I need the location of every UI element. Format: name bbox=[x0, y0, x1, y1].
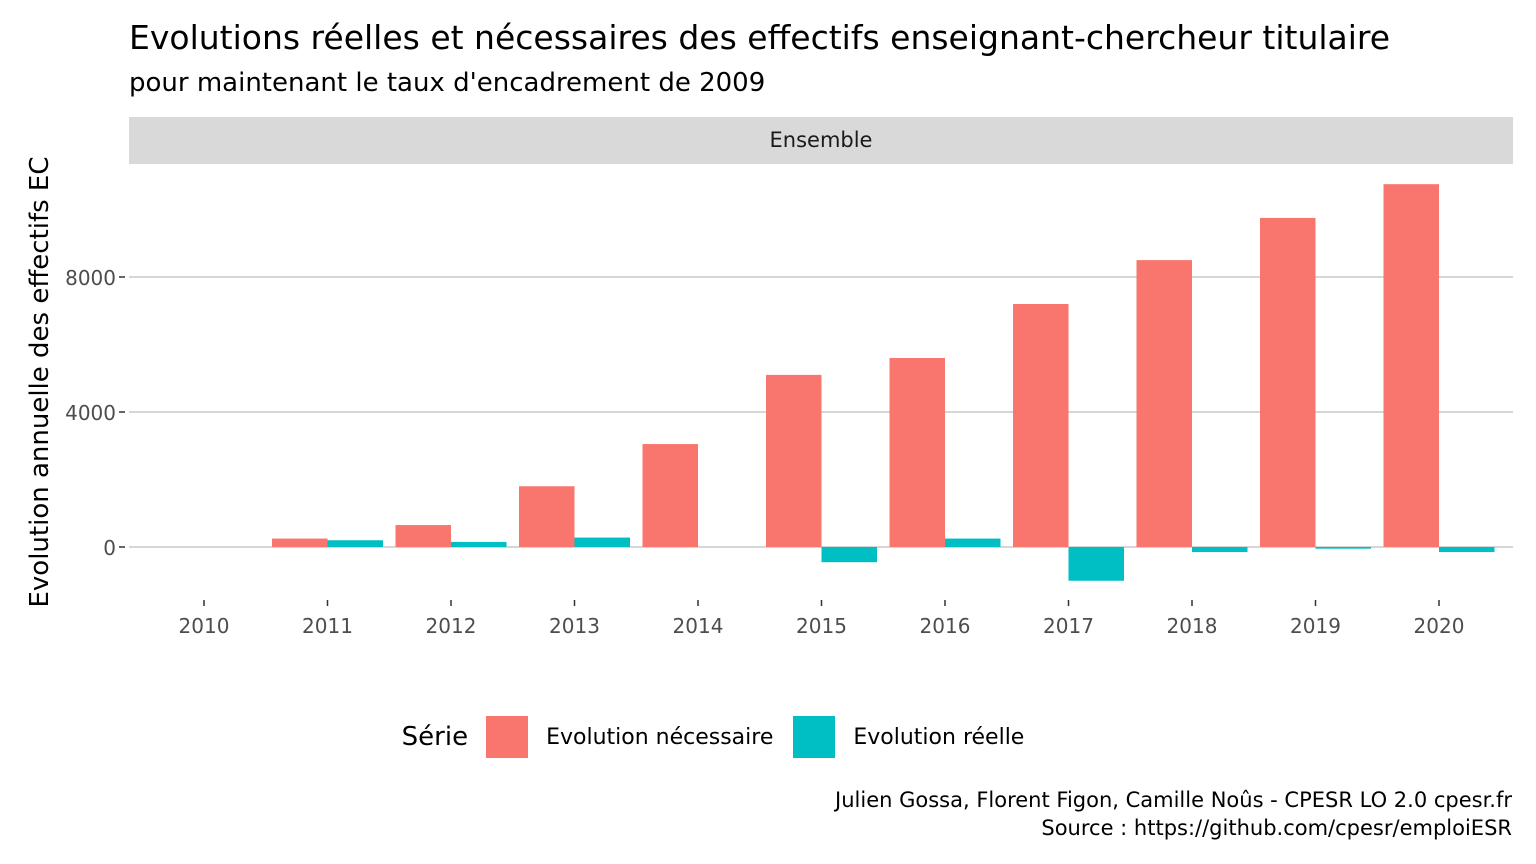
bar-necessaire-2013 bbox=[519, 486, 575, 547]
bar-necessaire-2012 bbox=[395, 525, 451, 547]
x-tick-label-2014: 2014 bbox=[673, 614, 724, 638]
legend-label-necessaire: Evolution nécessaire bbox=[546, 724, 774, 750]
bar-necessaire-2015 bbox=[766, 374, 822, 547]
x-tick-label-2015: 2015 bbox=[796, 614, 847, 638]
bar-reelle-2013 bbox=[574, 537, 630, 547]
bar-reelle-2019 bbox=[1315, 547, 1371, 549]
chart-title: Evolutions réelles et nécessaires des ef… bbox=[129, 18, 1391, 57]
facet-strip: Ensemble bbox=[129, 117, 1513, 164]
bar-necessaire-2018 bbox=[1136, 260, 1192, 547]
bar-necessaire-2019 bbox=[1260, 217, 1316, 547]
caption-source: Source : https://github.com/cpesr/emploi… bbox=[1041, 816, 1512, 840]
legend-item-reelle: Evolution réelle bbox=[793, 716, 1024, 758]
legend-label-reelle: Evolution réelle bbox=[853, 724, 1025, 750]
bar-reelle-2015 bbox=[821, 547, 877, 563]
bar-reelle-2016 bbox=[945, 538, 1001, 547]
x-tick-label-2012: 2012 bbox=[426, 614, 477, 638]
legend-item-necessaire: Evolution nécessaire bbox=[486, 716, 773, 758]
bar-reelle-2018 bbox=[1192, 547, 1248, 553]
bar-reelle-2017 bbox=[1068, 547, 1124, 581]
x-tick-label-2013: 2013 bbox=[549, 614, 600, 638]
y-tick-label: 0 bbox=[103, 536, 116, 560]
caption: Julien Gossa, Florent Figon, Camille Noû… bbox=[835, 786, 1512, 842]
y-tick-label: 4000 bbox=[65, 401, 116, 425]
chart-subtitle: pour maintenant le taux d'encadrement de… bbox=[129, 68, 766, 98]
x-tick-label-2010: 2010 bbox=[179, 614, 230, 638]
caption-authors: Julien Gossa, Florent Figon, Camille Noû… bbox=[835, 788, 1512, 812]
facet-label: Ensemble bbox=[769, 128, 873, 152]
x-tick-label-2017: 2017 bbox=[1043, 614, 1094, 638]
x-tick-label-2011: 2011 bbox=[302, 614, 353, 638]
y-tick-label: 8000 bbox=[65, 266, 116, 290]
bar-reelle-2012 bbox=[451, 541, 507, 547]
bar-necessaire-2020 bbox=[1383, 184, 1439, 547]
x-tick-label-2019: 2019 bbox=[1290, 614, 1341, 638]
legend-title: Série bbox=[401, 722, 469, 752]
bar-reelle-2011 bbox=[327, 540, 383, 547]
legend-key-necessaire bbox=[486, 716, 529, 758]
legend: Série Evolution nécessaire Evolution rée… bbox=[0, 712, 1536, 762]
x-tick-label-2016: 2016 bbox=[920, 614, 971, 638]
bar-necessaire-2014 bbox=[642, 444, 698, 547]
bar-necessaire-2011 bbox=[272, 538, 328, 547]
legend-key-reelle bbox=[793, 716, 836, 758]
x-tick-label-2018: 2018 bbox=[1167, 614, 1218, 638]
x-tick-label-2020: 2020 bbox=[1414, 614, 1465, 638]
bar-necessaire-2017 bbox=[1013, 304, 1069, 547]
bar-reelle-2020 bbox=[1439, 547, 1495, 553]
bar-necessaire-2016 bbox=[889, 358, 945, 547]
